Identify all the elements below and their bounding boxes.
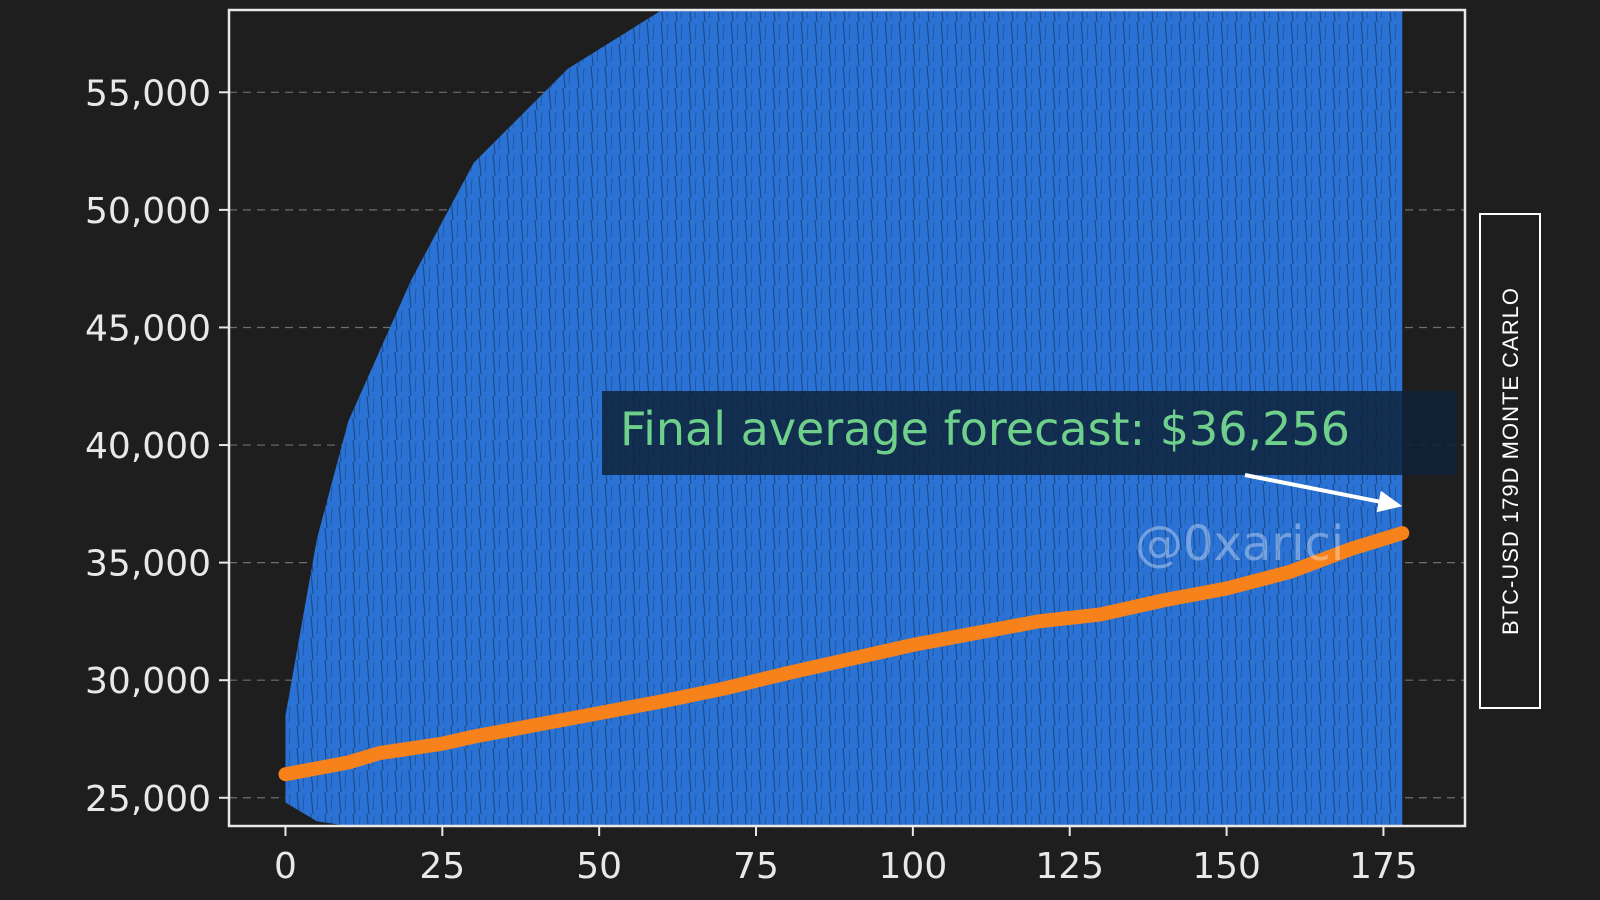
x-tick-label: 25 (419, 846, 465, 887)
annotation: Final average forecast: $36,256 (602, 391, 1457, 513)
x-tick-label: 150 (1192, 846, 1261, 887)
y-tick-label: 55,000 (85, 73, 211, 114)
side-title-box: BTC-USD 179D MONTE CARLO (1479, 213, 1541, 709)
watermark: @0xarici (1135, 516, 1344, 572)
y-tick-label: 30,000 (85, 661, 211, 702)
plot-frame (227, 8, 1467, 828)
y-tick-label: 25,000 (85, 779, 211, 820)
annotation-arrow-head (1376, 490, 1403, 513)
average-forecast-line (278, 526, 1410, 782)
y-tick-label: 40,000 (85, 426, 211, 467)
annotation-text: Final average forecast: $36,256 (620, 402, 1350, 456)
x-tick-label: 125 (1035, 846, 1104, 887)
chart-title: BTC-USD 179D MONTE CARLO (1498, 287, 1523, 635)
series-group (278, 526, 1410, 782)
x-axis: 0 25 50 75 100 125 150 175 (274, 826, 1418, 887)
x-tick-label: 0 (274, 846, 297, 887)
y-tick-label: 50,000 (85, 191, 211, 232)
annotation-arrow (1244, 473, 1393, 507)
x-tick-label: 50 (576, 846, 622, 887)
x-tick-label: 175 (1349, 846, 1418, 887)
x-tick-label: 100 (879, 846, 948, 887)
y-tick-label: 45,000 (85, 308, 211, 349)
annotation-box (602, 391, 1457, 475)
y-tick-label: 35,000 (85, 544, 211, 585)
x-tick-label: 75 (733, 846, 779, 887)
y-axis: 25,000 30,000 35,000 40,000 45,000 50,000 55,0… (85, 73, 229, 820)
